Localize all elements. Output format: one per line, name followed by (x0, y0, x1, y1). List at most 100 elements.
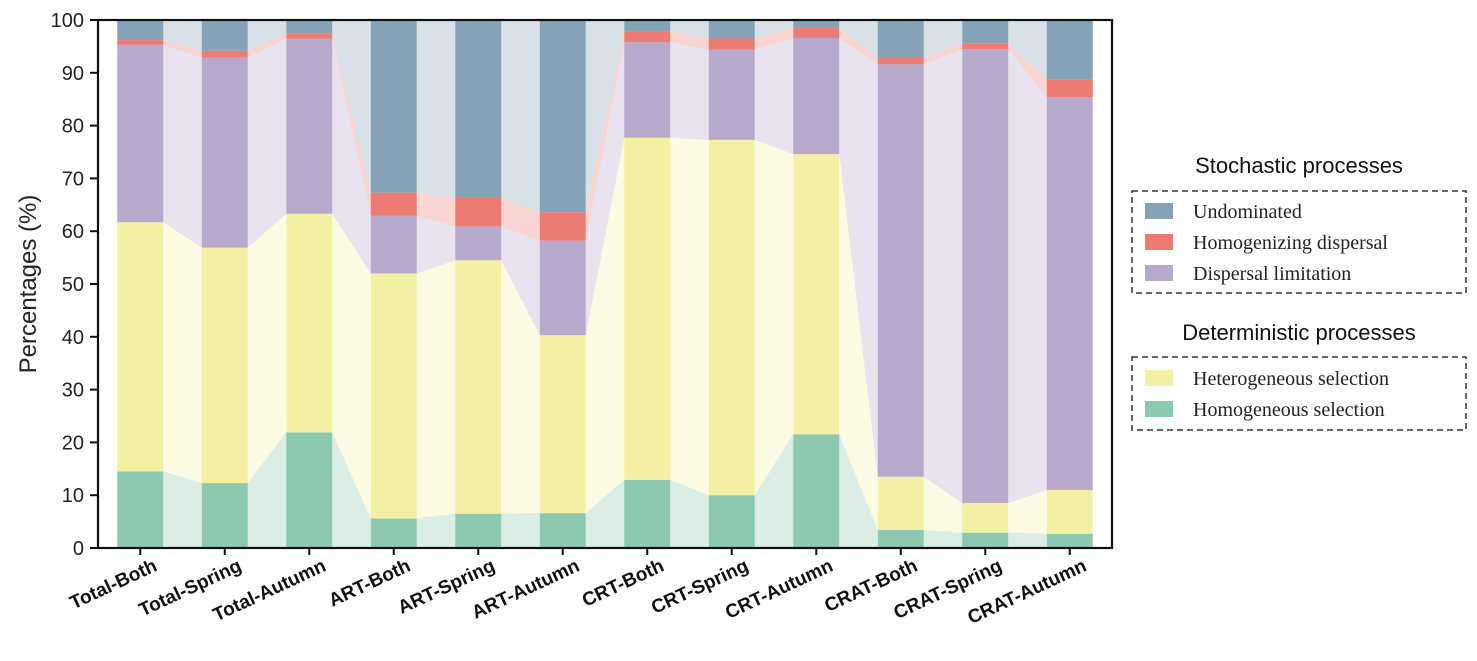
connector-band (670, 42, 709, 140)
bar-segment (708, 38, 755, 50)
legend-group-title: Stochastic processes (1195, 153, 1403, 178)
bar-segment (1046, 533, 1093, 548)
connector-band (332, 38, 371, 274)
legend-item-label: Homogenizing dispersal (1193, 232, 1388, 254)
legend-item-label: Undominated (1193, 201, 1302, 223)
bar-segment (370, 20, 417, 193)
connector-bands (163, 20, 1047, 548)
bar-segment (624, 20, 671, 32)
connector-band (670, 20, 709, 39)
bar-segment (1046, 97, 1093, 490)
legend-group-title: Deterministic processes (1182, 320, 1416, 345)
y-tick-label: 60 (62, 221, 84, 243)
connector-band (247, 33, 287, 58)
connector-band (923, 20, 963, 59)
bar-segment (539, 240, 586, 336)
connector-band (1008, 20, 1047, 80)
connector-band (754, 37, 794, 155)
legend-item-label: Heterogeneous selection (1193, 368, 1389, 390)
connector-band (501, 513, 540, 548)
connector-band (332, 20, 371, 193)
y-tick-label: 100 (51, 10, 84, 32)
connector-band (163, 20, 202, 51)
bar-segment (1046, 20, 1093, 80)
bar-segment (962, 532, 1009, 548)
bar-segment (877, 64, 924, 477)
bar-segment (455, 20, 502, 198)
connector-band (501, 20, 540, 213)
connector-band (839, 434, 878, 548)
bar-segment (793, 20, 840, 28)
bar-segment (286, 38, 333, 214)
connector-band (416, 513, 456, 548)
legend: Stochastic processes Undominated Homogeniz… (1131, 153, 1467, 431)
connector-band (839, 154, 878, 531)
y-tick-label: 70 (62, 168, 84, 190)
y-tick-label: 0 (73, 538, 84, 560)
bar-segment (286, 432, 333, 548)
connector-band (501, 197, 540, 241)
connector-band (585, 479, 625, 548)
bar-segment (624, 137, 671, 480)
bar-segment (877, 530, 924, 548)
bar-segment (793, 27, 840, 38)
connector-band (416, 192, 456, 227)
legend-group-box (1131, 356, 1467, 431)
bar-segment (624, 479, 671, 548)
y-tick-label: 90 (62, 63, 84, 85)
connector-band (923, 476, 963, 533)
legend-group-box (1131, 190, 1467, 294)
bar-segment (539, 335, 586, 514)
bar-segment (962, 49, 1009, 504)
bar-segment (201, 247, 248, 484)
connector-band (839, 27, 878, 65)
connector-band (247, 432, 287, 548)
connector-band (501, 260, 540, 514)
connector-band (923, 43, 963, 65)
legend-swatch (1145, 370, 1173, 386)
connector-band (163, 44, 202, 248)
connector-band (416, 260, 456, 519)
bar-segment (624, 42, 671, 138)
legend-swatch (1145, 401, 1173, 417)
connector-band (416, 215, 456, 274)
connector-band (585, 31, 625, 241)
bar-segment (793, 37, 840, 155)
bar-segment (708, 139, 755, 496)
connector-band (247, 38, 287, 248)
bar-segment (877, 476, 924, 531)
y-tick-label: 20 (62, 432, 84, 454)
y-axis-label: Percentages (%) (15, 195, 42, 374)
y-tick-label: 10 (62, 485, 84, 507)
bar-segment (201, 50, 248, 58)
connector-band (670, 479, 709, 548)
bar-segment (539, 20, 586, 213)
legend-item-label: Homogeneous selection (1193, 399, 1385, 421)
bar-segment (370, 192, 417, 216)
connector-band (923, 49, 963, 504)
connector-band (754, 434, 794, 548)
connector-band (754, 139, 794, 496)
connector-band (754, 20, 794, 39)
connector-band (754, 27, 794, 50)
connector-band (839, 37, 878, 477)
legend-item-label: Dispersal limitation (1193, 263, 1351, 285)
bar-segment (877, 58, 924, 65)
bar-segment (962, 503, 1009, 533)
bar-segment (117, 44, 164, 223)
bar-segment (117, 40, 164, 45)
connector-band (163, 222, 202, 484)
bar-segment (117, 20, 164, 41)
y-tick-label: 50 (62, 274, 84, 296)
bar-segment (117, 471, 164, 548)
connector-band (670, 137, 709, 496)
connector-band (501, 226, 540, 336)
bar-segment (793, 154, 840, 435)
y-tick-label: 30 (62, 380, 84, 402)
y-axis: 0 10 20 30 40 50 60 70 80 90 100 (51, 10, 98, 560)
bar-segment (962, 43, 1009, 50)
connector-band (585, 42, 625, 336)
y-tick-label: 40 (62, 327, 84, 349)
connector-band (247, 213, 287, 484)
bar-segment (1046, 79, 1093, 98)
